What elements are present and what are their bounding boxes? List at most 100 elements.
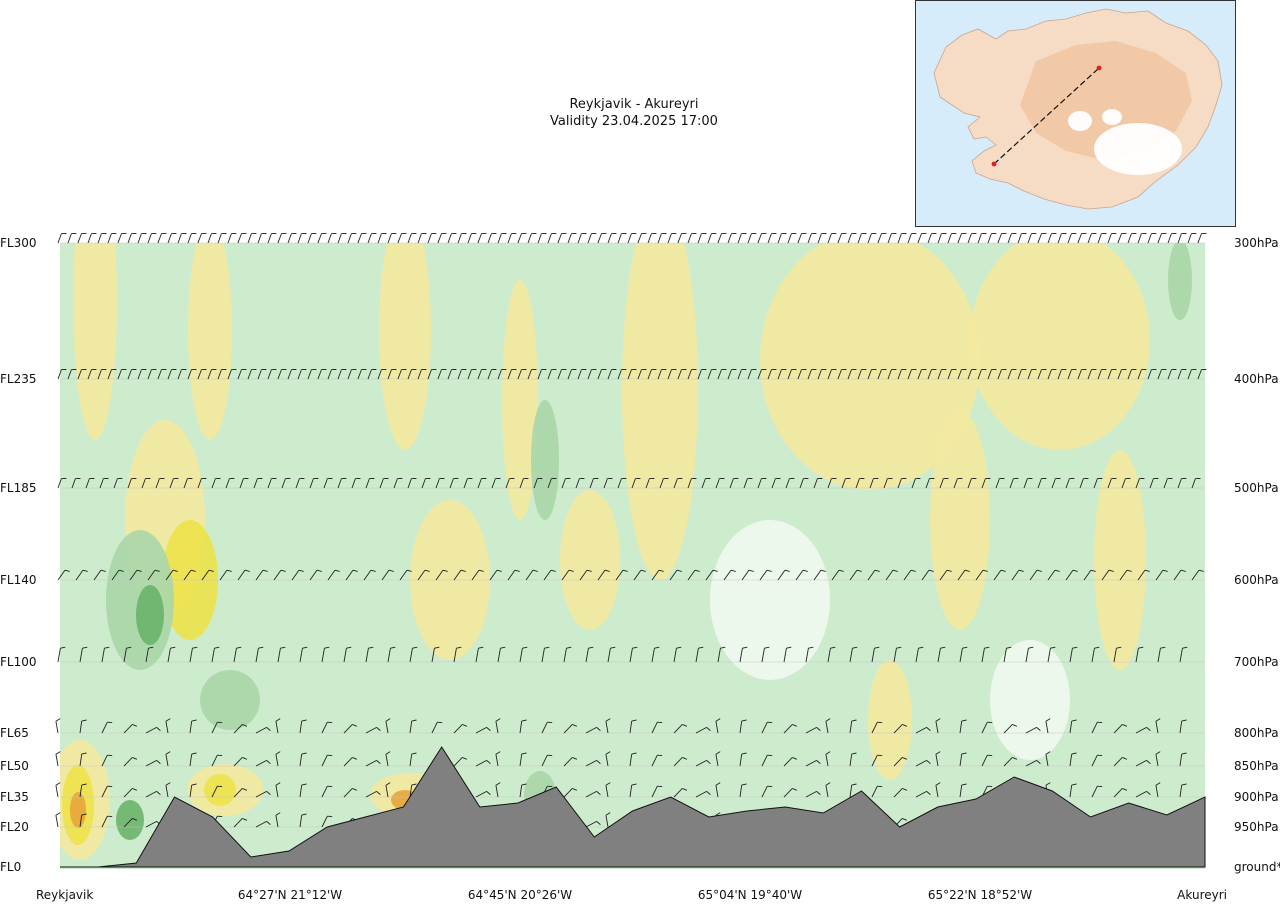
wind-barb-flag <box>275 751 281 755</box>
wind-barb-flag <box>156 727 161 731</box>
wind-barb <box>997 369 1002 380</box>
wind-barb <box>633 569 642 581</box>
wind-barb <box>925 478 930 489</box>
wind-barb-flag <box>324 646 330 649</box>
wind-barb <box>233 788 243 798</box>
wind-barb-row-600hPa <box>57 569 1204 581</box>
wind-barb-flag <box>244 569 250 572</box>
wind-barb <box>915 760 927 767</box>
wind-barb <box>211 786 218 798</box>
wind-barb <box>893 724 903 734</box>
wind-barb <box>871 722 878 734</box>
wind-barb <box>165 569 174 581</box>
wind-barb-flag <box>676 646 682 649</box>
wind-barb <box>777 369 782 380</box>
wind-barb <box>883 478 888 489</box>
wind-barb <box>489 569 498 581</box>
wind-barb <box>79 785 83 798</box>
wind-barb-flag <box>1072 569 1078 572</box>
wind-barb <box>217 369 222 380</box>
wind-barb <box>1167 369 1172 380</box>
wind-barb <box>1011 569 1020 581</box>
wind-barb-flag <box>892 569 898 572</box>
wind-barb <box>463 478 468 489</box>
wind-barb <box>937 369 942 380</box>
fl-tick-FL140: FL140 <box>0 573 37 587</box>
wind-barb <box>155 478 160 489</box>
pressure-tick-ground*: ground* <box>1234 860 1280 874</box>
glacier-langjokull <box>1068 111 1092 131</box>
wind-barb-flag <box>926 760 931 764</box>
wind-barb-flag <box>566 646 572 649</box>
wind-barb <box>79 648 83 663</box>
wind-barb <box>1067 369 1072 380</box>
wind-barb <box>233 648 237 663</box>
wind-barb <box>631 478 636 489</box>
wind-barb <box>605 721 609 734</box>
wind-barb <box>871 786 878 798</box>
wind-barb <box>757 233 762 244</box>
wind-barb <box>177 369 182 380</box>
wind-barb <box>617 233 622 244</box>
wind-barb-flag <box>1155 718 1161 722</box>
wind-barb <box>1093 478 1098 489</box>
wind-barb <box>409 648 413 663</box>
wind-barb <box>417 569 426 581</box>
wind-barb-flag <box>1108 569 1114 572</box>
wind-barb <box>87 233 92 244</box>
wind-barb-flag <box>266 727 271 731</box>
wind-barb <box>113 478 118 489</box>
wind-barb-flag <box>242 787 248 791</box>
wind-barb <box>577 233 582 244</box>
wind-barb <box>107 369 112 380</box>
wind-barb <box>1113 724 1123 734</box>
wind-barb <box>145 760 157 767</box>
wind-barb <box>129 569 138 581</box>
wind-barb <box>67 233 72 244</box>
wind-barb <box>101 786 108 798</box>
wind-barb-flag <box>715 718 721 722</box>
wind-barb-flag <box>935 718 941 722</box>
wind-barb <box>567 369 572 380</box>
wind-barb <box>677 233 682 244</box>
wind-barb <box>947 233 952 244</box>
field-band-29 <box>1168 243 1192 320</box>
wind-barb <box>1077 233 1082 244</box>
wind-barb <box>1029 569 1038 581</box>
wind-barb <box>385 721 389 734</box>
wind-barb <box>627 369 632 380</box>
wind-barb-flag <box>118 569 124 572</box>
wind-barb-flag <box>586 569 592 572</box>
wind-barb <box>1157 648 1161 663</box>
wind-barb <box>927 233 932 244</box>
wind-barb-flag <box>156 760 161 764</box>
wind-barb-flag <box>370 569 376 572</box>
wind-barb <box>77 233 82 244</box>
wind-barb <box>741 569 750 581</box>
wind-barb <box>915 791 927 798</box>
wind-barb <box>197 369 202 380</box>
wind-barb-flag <box>275 812 281 816</box>
wind-barb <box>1009 478 1014 489</box>
wind-barb <box>101 816 108 828</box>
wind-barb-flag <box>742 646 748 649</box>
wind-barb-flag <box>522 646 528 649</box>
wind-barb-flag <box>816 791 821 795</box>
wind-barb <box>409 721 413 734</box>
field-band-20 <box>70 792 86 828</box>
wind-barb <box>145 648 149 663</box>
route-end-marker <box>1096 65 1102 71</box>
wind-barb <box>1069 721 1073 734</box>
wind-barb-flag <box>132 817 138 821</box>
wind-barb <box>475 727 487 734</box>
wind-barb-flag <box>262 569 268 572</box>
wind-barb <box>1179 785 1183 798</box>
wind-barb <box>299 648 303 663</box>
wind-barb <box>761 648 765 663</box>
wind-barb <box>707 369 712 380</box>
wind-barb <box>1157 369 1162 380</box>
wind-barb-flag <box>741 719 747 722</box>
wind-barb-flag <box>275 718 281 722</box>
wind-barb <box>457 369 462 380</box>
wind-barb <box>715 754 719 767</box>
